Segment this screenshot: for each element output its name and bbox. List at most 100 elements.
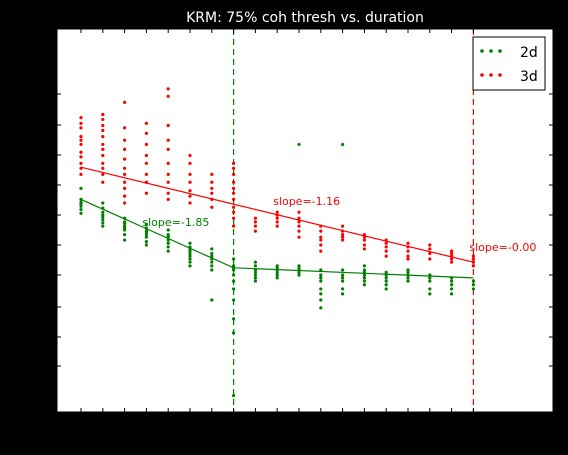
point-2d	[450, 292, 454, 296]
annotations: slope=-1.85 slope=-1.16 slope=-0.00	[142, 195, 536, 254]
point-2d	[144, 235, 148, 239]
point-2d	[101, 210, 105, 214]
point-3d	[471, 254, 475, 258]
x-axis-label: duration (ms)	[264, 435, 346, 449]
point-2d	[123, 232, 127, 237]
legend-marker	[489, 73, 493, 77]
point-2d	[297, 268, 301, 272]
point-3d	[166, 147, 170, 151]
point-3d	[319, 238, 323, 242]
point-3d	[341, 235, 345, 239]
point-3d	[232, 216, 236, 220]
point-2d	[166, 241, 170, 245]
point-3d	[144, 131, 148, 135]
x-tick-label: 40	[74, 417, 89, 431]
point-2d	[123, 216, 127, 220]
point-3d	[144, 153, 148, 158]
y-tick-label: 422	[29, 149, 50, 162]
point-2d	[450, 276, 454, 280]
point-2d	[384, 283, 388, 287]
point-2d	[166, 238, 170, 242]
point-3d	[101, 134, 105, 139]
legend-marker	[480, 49, 484, 53]
point-2d	[428, 279, 432, 283]
point-3d	[101, 117, 105, 122]
point-3d	[144, 161, 148, 165]
point-2d	[428, 276, 432, 280]
legend-label: 2d	[520, 45, 538, 61]
point-2d	[384, 270, 388, 275]
point-2d	[384, 279, 388, 283]
point-2d	[232, 287, 236, 291]
point-3d	[166, 172, 170, 176]
point-3d	[79, 138, 83, 142]
point-2d	[210, 268, 214, 272]
point-3d	[101, 161, 105, 165]
point-3d	[319, 224, 323, 228]
point-2d	[166, 234, 170, 238]
point-3d	[232, 224, 236, 228]
point-3d	[79, 121, 83, 125]
point-2d	[101, 224, 105, 228]
point-3d	[450, 249, 454, 253]
point-2d	[297, 273, 301, 277]
point-3d	[123, 166, 127, 170]
point-2d	[406, 268, 410, 272]
point-2d	[232, 279, 236, 283]
point-2d	[144, 230, 148, 234]
point-2d	[362, 273, 366, 277]
reference-lines	[233, 29, 474, 412]
point-2d	[253, 270, 257, 275]
point-3d	[79, 150, 83, 154]
x-tick-label: 48	[95, 417, 110, 431]
point-3d	[79, 155, 83, 159]
point-3d	[384, 249, 388, 253]
point-3d	[406, 254, 410, 258]
point-3d	[123, 138, 127, 142]
x-tick-label: 410	[353, 417, 375, 431]
point-3d	[384, 241, 388, 245]
x-tick-label: 201	[266, 417, 288, 431]
point-2d	[362, 283, 366, 287]
point-3d	[79, 134, 83, 139]
point-2d	[144, 222, 148, 226]
legend-marker	[498, 49, 502, 53]
point-3d	[471, 257, 475, 261]
point-3d	[123, 100, 127, 104]
point-3d	[275, 220, 279, 224]
point-3d	[232, 161, 236, 165]
point-2d	[232, 266, 236, 270]
x-tick-label: 170	[244, 417, 266, 431]
point-3d	[428, 247, 432, 251]
point-2d	[471, 279, 475, 283]
point-3d	[144, 191, 148, 195]
point-3d	[341, 238, 345, 242]
point-3d	[101, 172, 105, 176]
point-2d	[362, 279, 366, 283]
point-3d	[101, 147, 105, 151]
point-3d	[297, 220, 301, 224]
point-3d	[450, 257, 454, 261]
point-3d	[166, 94, 170, 98]
point-3d	[123, 172, 127, 176]
point-2d	[210, 251, 214, 256]
point-3d	[101, 180, 105, 184]
point-3d	[210, 205, 214, 209]
point-3d	[144, 180, 148, 184]
point-3d	[362, 238, 366, 242]
point-2d	[210, 264, 214, 268]
point-3d	[406, 241, 410, 245]
point-3d	[362, 235, 366, 239]
point-2d	[232, 273, 236, 277]
point-3d	[166, 123, 170, 128]
point-3d	[232, 197, 236, 201]
y-axis-label: 75% coh thresh	[5, 173, 19, 267]
slope-annotation: slope=-1.85	[142, 216, 209, 229]
point-2d	[275, 276, 279, 280]
point-3d	[144, 121, 148, 125]
point-2d	[406, 276, 410, 280]
point-2d	[210, 260, 214, 264]
point-2d	[406, 270, 410, 275]
chart-title: KRM: 75% coh thresh vs. duration	[186, 10, 424, 26]
